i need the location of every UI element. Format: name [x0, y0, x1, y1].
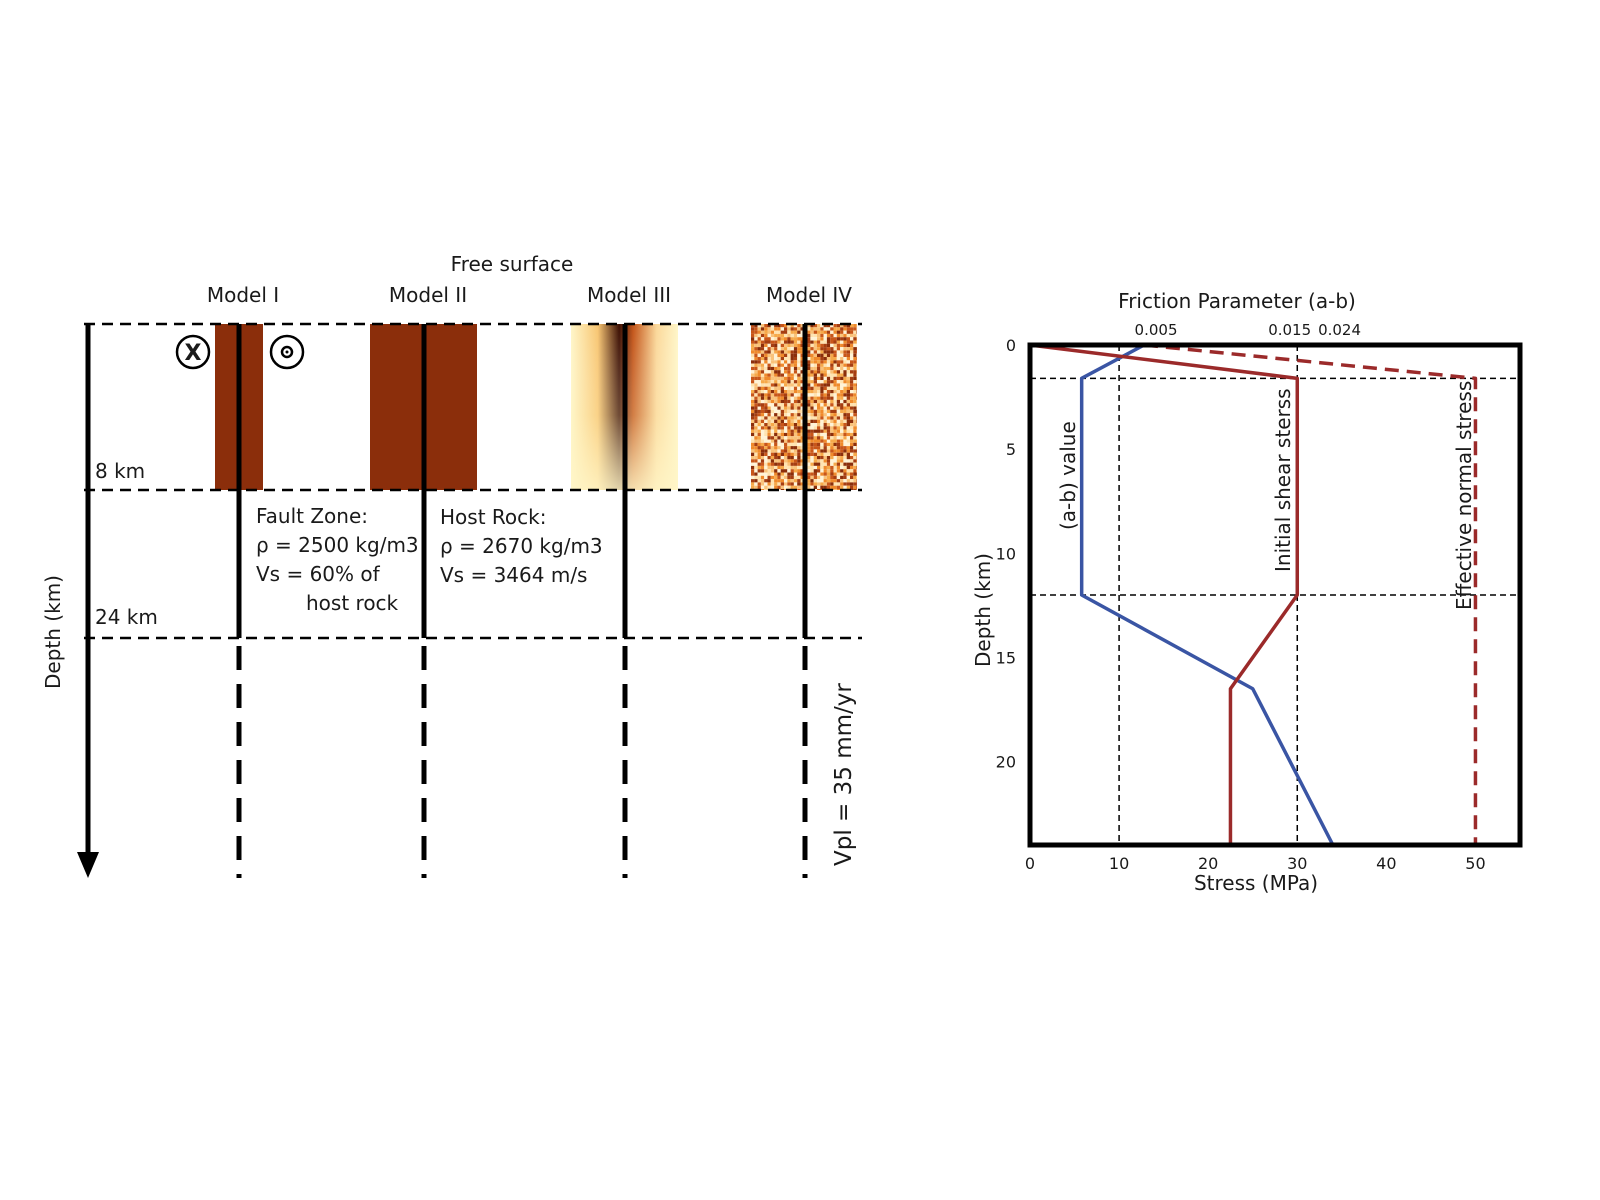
series-line-1	[1029, 343, 1300, 845]
friction-top-ticks: 0.005 0.015 0.024	[1135, 321, 1361, 339]
top-tick-label: 0.005	[1135, 321, 1178, 339]
y-tick-label: 5	[1006, 440, 1016, 459]
svg-text:host rock: host rock	[306, 591, 399, 615]
host-rock-properties: Host Rock: ρ = 2670 kg/m3 Vs = 3464 m/s	[440, 505, 603, 587]
y-tick-label: 20	[996, 753, 1016, 772]
chart-series	[1029, 343, 1478, 846]
x-tick-label: 50	[1465, 854, 1485, 873]
fault-zone-properties: Fault Zone: ρ = 2500 kg/m3 Vs = 60% of h…	[256, 504, 419, 615]
x-tick-label: 30	[1287, 854, 1307, 873]
x-tick-label: 20	[1198, 854, 1218, 873]
series-label-2: Effective normal stress	[1452, 381, 1476, 610]
chart-title: Friction Parameter (a-b)	[1118, 289, 1356, 313]
model-1-label: Model I	[207, 283, 279, 307]
model-4-fault-zone	[751, 324, 857, 490]
svg-text:Vs = 3464 m/s: Vs = 3464 m/s	[440, 563, 587, 587]
out-of-page-icon	[269, 334, 305, 370]
svg-text:Fault Zone:: Fault Zone:	[256, 504, 368, 528]
svg-text:ρ = 2500 kg/m3: ρ = 2500 kg/m3	[256, 533, 419, 557]
model-4-label: Model IV	[766, 283, 852, 307]
y-axis-label: Depth (km)	[971, 553, 995, 667]
plate-rate-label: Vpl = 35 mm/yr	[831, 683, 857, 866]
x-tick-label: 0	[1025, 854, 1035, 873]
top-tick-label: 0.024	[1318, 321, 1361, 339]
plot-frame	[1027, 342, 1523, 848]
x-ticks: 0 10 20 30 40 50	[1025, 854, 1486, 873]
x-tick-label: 10	[1109, 854, 1129, 873]
top-tick-label: 0.015	[1268, 321, 1311, 339]
x-tick-label: 40	[1376, 854, 1396, 873]
svg-text:X: X	[185, 341, 202, 366]
series-label-1: Initial shear sterss	[1271, 388, 1295, 572]
svg-text:Host Rock:: Host Rock:	[440, 505, 546, 529]
model-3-label: Model III	[587, 283, 671, 307]
depth-axis-label: Depth (km)	[41, 575, 65, 689]
depth-8km-label: 8 km	[95, 459, 145, 483]
series-line-0	[1079, 343, 1335, 846]
series-line-2	[1143, 343, 1478, 845]
stress-depth-chart: Friction Parameter (a-b) 0.005 0.015 0.024…	[971, 289, 1523, 895]
into-page-icon: X	[175, 334, 211, 370]
series-labels: (a-b) value Initial shear sterss Effective…	[1056, 381, 1476, 610]
depth-axis-arrow-icon	[77, 852, 99, 878]
depth-24km-label: 24 km	[95, 605, 158, 629]
x-axis-label: Stress (MPa)	[1194, 871, 1318, 895]
y-tick-label: 0	[1006, 336, 1016, 355]
model-2-label: Model II	[389, 283, 467, 307]
free-surface-label: Free surface	[451, 252, 574, 276]
y-tick-label: 15	[996, 649, 1016, 668]
y-ticks: 0 5 10 15 20	[996, 336, 1016, 772]
series-label-0: (a-b) value	[1056, 421, 1080, 530]
svg-text:ρ = 2670 kg/m3: ρ = 2670 kg/m3	[440, 534, 603, 558]
svg-text:Vs = 60% of: Vs = 60% of	[256, 562, 381, 586]
model-diagram: Free surface Model I Model II Model III …	[41, 252, 862, 878]
y-tick-label: 10	[996, 544, 1016, 563]
